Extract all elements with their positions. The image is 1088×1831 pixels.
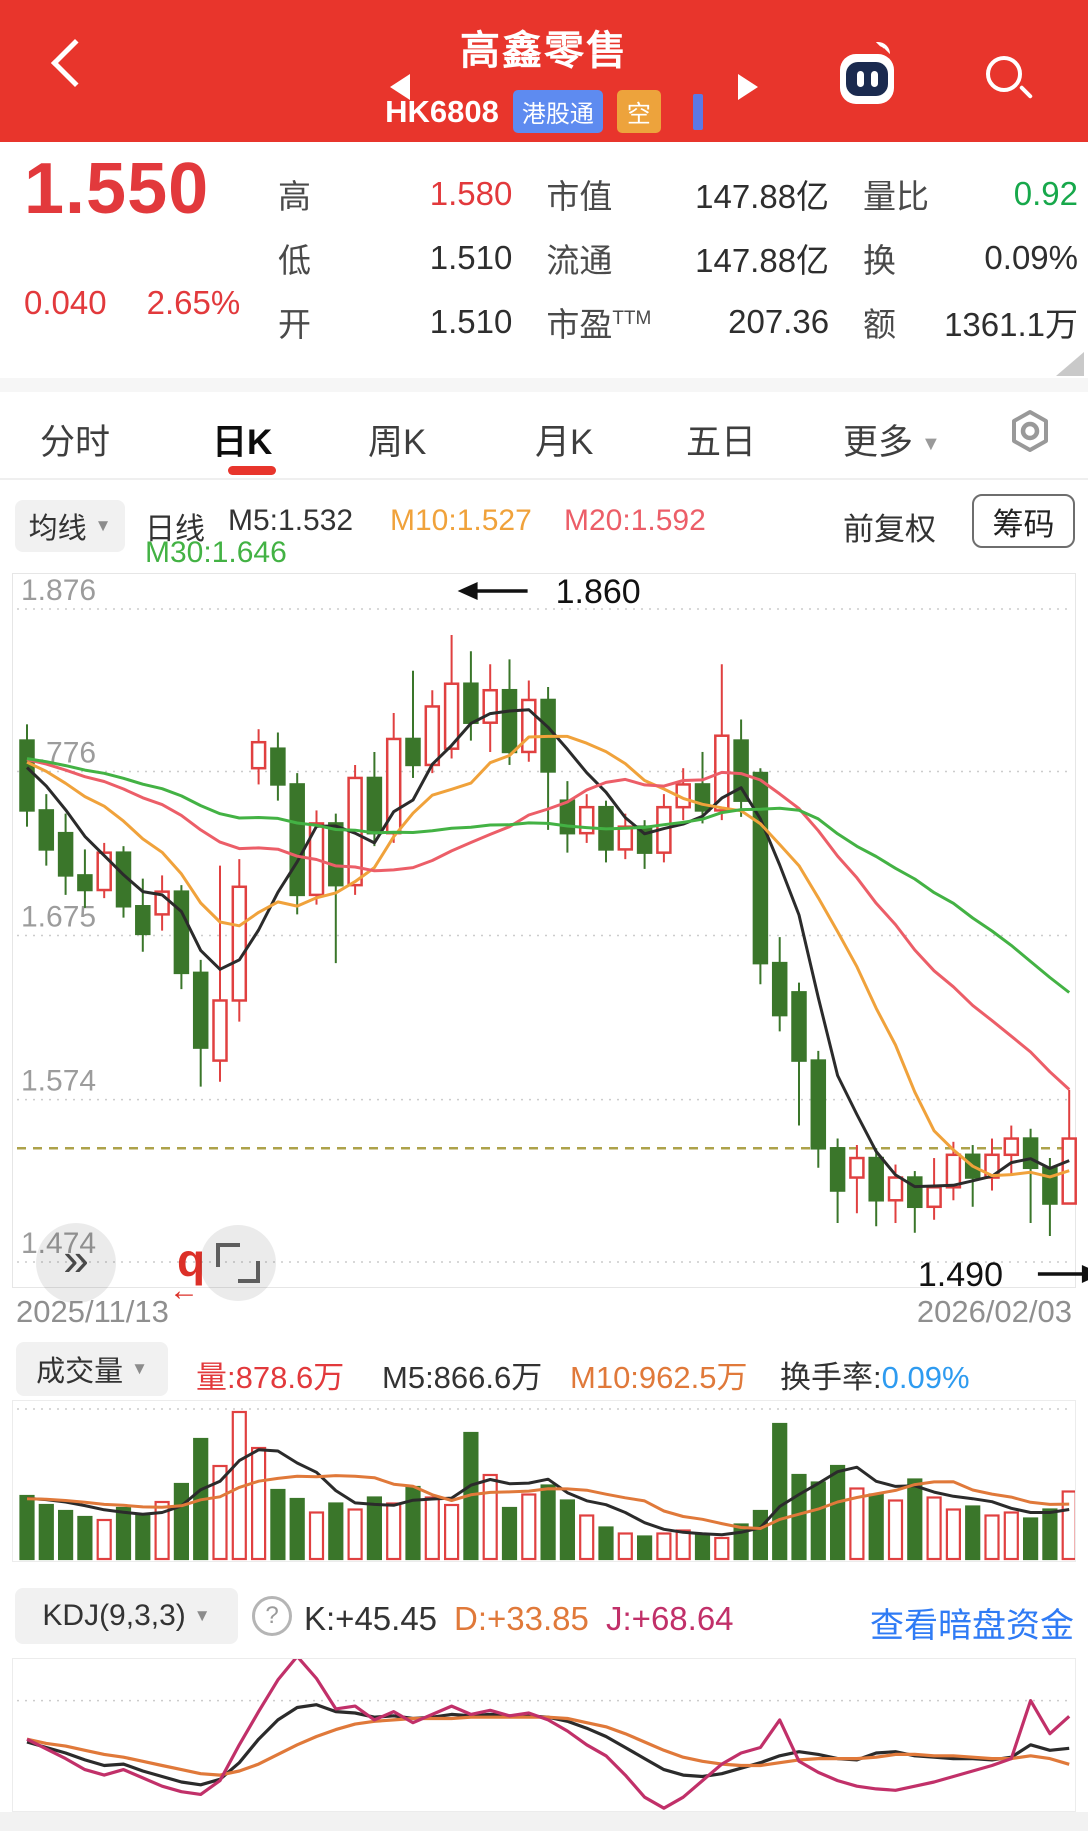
candlestick-chart[interactable]: 1.876 1.776 1.675 1.574 1.474 1.860 1.490 » q …	[12, 573, 1088, 1307]
section-divider	[0, 378, 1088, 392]
mktcap-value: 147.88亿	[695, 178, 830, 215]
kdj-j-value: J:+68.64	[606, 1600, 734, 1637]
kdj-chart[interactable]	[12, 1658, 1076, 1812]
pe-label: 市盈TTM	[546, 306, 652, 343]
legend-period: 日线	[145, 513, 205, 546]
tab-more[interactable]: 更多 ▼	[843, 423, 941, 462]
scroll-more-button[interactable]: »	[36, 1223, 116, 1303]
chevron-down-icon: ▼	[921, 433, 941, 455]
volume-ma5: M5:866.6万	[382, 1360, 543, 1395]
shortable-badge: 空	[616, 90, 661, 133]
kdj-k-value: K:+45.45	[304, 1600, 438, 1637]
tab-daily-k[interactable]: 日K	[212, 423, 273, 462]
low-value: 1.510	[429, 239, 513, 276]
active-tab-underline	[228, 466, 276, 475]
svg-text:1.490: 1.490	[918, 1256, 1003, 1294]
fullscreen-button[interactable]	[200, 1225, 276, 1301]
double-chevron-icon: »	[63, 1233, 89, 1285]
chevron-down-icon: ▼	[94, 516, 112, 535]
dark-pool-link[interactable]: 查看暗盘资金	[870, 1607, 1074, 1645]
kdj-d-value: D:+33.85	[454, 1600, 589, 1637]
quote-grid: 高 1.580 市值 147.88亿 量比 0.92 低 1.510 流通 147.88亿…	[278, 162, 1078, 354]
hk-connect-badge: 港股通	[512, 90, 603, 133]
float-label: 流通	[546, 242, 613, 279]
last-price: 1.550	[24, 149, 210, 229]
turnover-value: 0.09%	[984, 239, 1078, 276]
pe-value: 207.36	[728, 303, 830, 340]
legend-ma10: M10:1.527	[390, 504, 532, 537]
chevron-down-icon: ▼	[131, 1359, 148, 1378]
float-value: 147.88亿	[695, 242, 830, 279]
volume-selector-button[interactable]: 成交量 ▼	[16, 1342, 168, 1396]
price-change-row: 0.040 2.65%	[24, 284, 240, 322]
adjust-mode-button[interactable]: 前复权	[843, 512, 936, 547]
high-value: 1.580	[429, 175, 513, 212]
tab-weekly-k[interactable]: 周K	[368, 423, 427, 462]
price-change-pct: 2.65%	[146, 284, 241, 321]
volratio-label: 量比	[863, 178, 930, 215]
chips-button[interactable]: 筹码	[972, 494, 1075, 548]
expand-corner-icon	[216, 1243, 240, 1267]
turnover-label: 换	[863, 242, 897, 279]
prev-stock-icon[interactable]	[390, 74, 410, 100]
start-date: 2025/11/13	[16, 1294, 169, 1329]
amount-value: 1361.1万	[944, 306, 1078, 343]
caret-bar	[692, 93, 703, 130]
stock-code: HK6808	[385, 93, 499, 129]
price-change: 0.040	[24, 284, 107, 321]
mktcap-label: 市值	[546, 178, 613, 215]
kdj-selector-button[interactable]: KDJ(9,3,3) ▼	[15, 1588, 238, 1644]
bottom-bar	[0, 1812, 1088, 1831]
tab-monthly-k[interactable]: 月K	[535, 423, 594, 462]
zoom-q-icon[interactable]: q	[177, 1234, 206, 1286]
volume-amount: 量:878.6万	[196, 1360, 345, 1395]
assistant-robot-icon[interactable]	[840, 42, 894, 104]
volume-ma10: M10:962.5万	[570, 1360, 748, 1395]
chart-settings-icon[interactable]	[1006, 408, 1054, 456]
volume-chart[interactable]	[12, 1400, 1076, 1562]
robot-antenna	[876, 42, 890, 54]
volratio-value: 0.92	[1013, 175, 1078, 212]
svg-text:1.860: 1.860	[556, 573, 641, 611]
chevron-down-icon: ▼	[193, 1606, 211, 1625]
ma-selector-button[interactable]: 均线 ▼	[15, 500, 125, 552]
low-label: 低	[278, 242, 311, 279]
next-stock-icon[interactable]	[738, 74, 758, 100]
legend-ma5: M5:1.532	[228, 504, 354, 537]
svg-text:1.876: 1.876	[21, 574, 96, 607]
indicator-legend: 均线 ▼ 日线 M5:1.532 M10:1.527 M20:1.592 M30:…	[0, 480, 1088, 573]
svg-text:1.675: 1.675	[21, 901, 96, 934]
tab-five-day[interactable]: 五日	[686, 423, 757, 462]
chart-tabbar: 分时 日K 周K 月K 五日 更多 ▼	[0, 392, 1088, 480]
volume-header: 成交量 ▼ 量:878.6万 M5:866.6万 M10:962.5万 换手率:0…	[0, 1336, 1088, 1400]
amount-label: 额	[863, 306, 897, 343]
search-icon[interactable]	[986, 56, 1034, 100]
stock-subtitle-row: HK6808 港股通 空	[0, 90, 1088, 133]
stock-title: 高鑫零售	[460, 29, 628, 73]
app-header: 高鑫零售 HK6808 港股通 空	[0, 0, 1088, 142]
left-arrow-icon: ←	[169, 1274, 199, 1307]
open-value: 1.510	[429, 303, 513, 340]
svg-text:1.474: 1.474	[21, 1227, 96, 1260]
svg-text:1.574: 1.574	[21, 1065, 96, 1098]
legend-ma30: M30:1.646	[145, 536, 287, 569]
help-icon[interactable]: ?	[252, 1596, 292, 1636]
kdj-header: KDJ(9,3,3) ▼ ? K:+45.45 D:+33.85 J:+68.64…	[0, 1576, 1088, 1658]
tab-minute[interactable]: 分时	[40, 423, 111, 462]
robot-face	[846, 62, 888, 96]
open-label: 开	[278, 306, 311, 343]
turnover-rate: 换手率:0.09%	[780, 1360, 970, 1395]
end-date: 2026/02/03	[916, 1294, 1072, 1329]
expand-quote-corner[interactable]	[1056, 352, 1084, 376]
legend-ma20: M20:1.592	[564, 504, 706, 537]
high-label: 高	[278, 178, 311, 215]
